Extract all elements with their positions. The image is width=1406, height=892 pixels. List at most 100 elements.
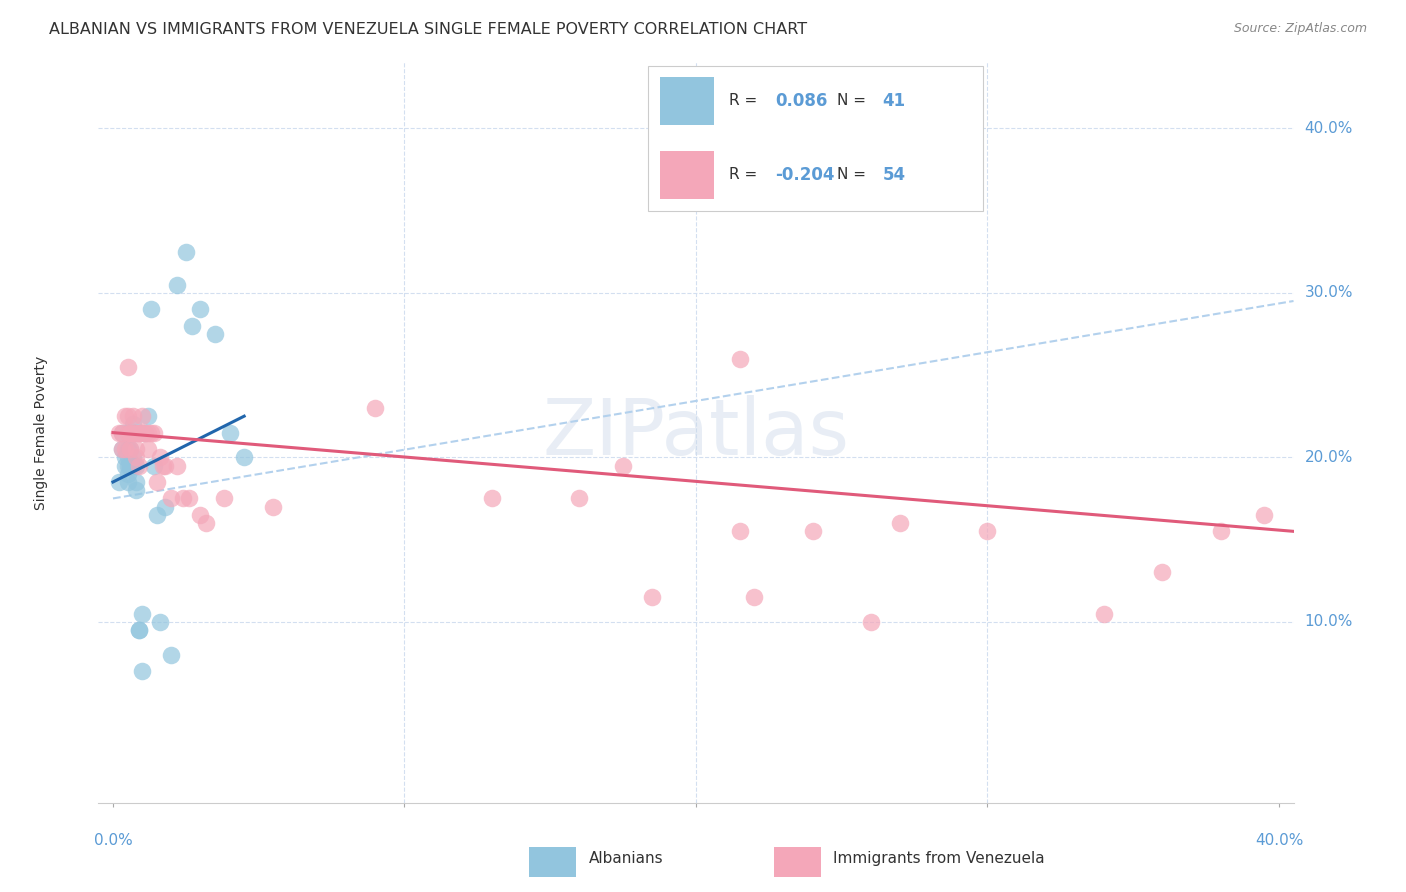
Point bbox=[139, 425, 162, 440]
Point bbox=[125, 458, 148, 473]
Text: ZIPatlas: ZIPatlas bbox=[543, 394, 849, 471]
Point bbox=[142, 458, 165, 473]
FancyBboxPatch shape bbox=[648, 66, 983, 211]
Point bbox=[125, 425, 148, 440]
Text: Albanians: Albanians bbox=[589, 851, 664, 866]
Point bbox=[568, 491, 591, 506]
FancyBboxPatch shape bbox=[661, 78, 714, 126]
Point bbox=[122, 450, 145, 465]
Point bbox=[1253, 508, 1275, 522]
Point bbox=[111, 442, 134, 456]
Point bbox=[212, 491, 235, 506]
Point bbox=[120, 442, 142, 456]
Point bbox=[117, 450, 139, 465]
Point bbox=[160, 491, 183, 506]
FancyBboxPatch shape bbox=[661, 152, 714, 200]
Point bbox=[728, 524, 751, 539]
Point bbox=[114, 409, 136, 424]
Point bbox=[122, 409, 145, 424]
Point bbox=[125, 483, 148, 498]
Text: R =: R = bbox=[730, 94, 762, 109]
Point bbox=[481, 491, 503, 506]
Text: -0.204: -0.204 bbox=[775, 166, 834, 184]
Point bbox=[139, 302, 162, 317]
Point bbox=[976, 524, 998, 539]
Point bbox=[1152, 566, 1174, 580]
Point bbox=[160, 648, 183, 662]
Text: 20.0%: 20.0% bbox=[1305, 450, 1353, 465]
Text: 40.0%: 40.0% bbox=[1254, 833, 1303, 848]
Point bbox=[166, 458, 188, 473]
FancyBboxPatch shape bbox=[529, 847, 576, 877]
Point bbox=[233, 450, 256, 465]
Point bbox=[131, 607, 153, 621]
Point bbox=[128, 425, 150, 440]
Point bbox=[136, 409, 159, 424]
Point bbox=[145, 475, 167, 489]
Point bbox=[128, 623, 150, 637]
Point bbox=[801, 524, 824, 539]
Text: N =: N = bbox=[837, 168, 870, 183]
Text: 0.0%: 0.0% bbox=[94, 833, 132, 848]
Point bbox=[177, 491, 200, 506]
Point bbox=[125, 450, 148, 465]
Point bbox=[117, 467, 139, 481]
Point bbox=[155, 500, 177, 514]
Point bbox=[122, 417, 145, 432]
Point bbox=[111, 425, 134, 440]
Point bbox=[612, 458, 634, 473]
Point bbox=[1209, 524, 1232, 539]
Point bbox=[125, 442, 148, 456]
Point bbox=[136, 442, 159, 456]
Point bbox=[204, 326, 226, 341]
Point bbox=[190, 508, 212, 522]
Point bbox=[149, 450, 172, 465]
FancyBboxPatch shape bbox=[773, 847, 821, 877]
Point bbox=[152, 458, 174, 473]
Text: N =: N = bbox=[837, 94, 870, 109]
Point bbox=[117, 458, 139, 473]
Text: R =: R = bbox=[730, 168, 762, 183]
Point bbox=[120, 458, 142, 473]
Point bbox=[114, 450, 136, 465]
Point bbox=[889, 516, 911, 530]
Point bbox=[117, 359, 139, 374]
Point bbox=[218, 425, 240, 440]
Point bbox=[114, 458, 136, 473]
Text: 0.086: 0.086 bbox=[775, 92, 827, 110]
Point bbox=[155, 458, 177, 473]
Point bbox=[125, 475, 148, 489]
Text: 30.0%: 30.0% bbox=[1305, 285, 1353, 301]
Point bbox=[136, 425, 159, 440]
Point bbox=[117, 442, 139, 456]
Text: Single Female Poverty: Single Female Poverty bbox=[34, 356, 48, 509]
Point bbox=[128, 458, 150, 473]
Point bbox=[1092, 607, 1115, 621]
Point bbox=[641, 590, 664, 604]
Point bbox=[134, 425, 156, 440]
Point bbox=[364, 401, 387, 415]
Text: Source: ZipAtlas.com: Source: ZipAtlas.com bbox=[1233, 22, 1367, 36]
Point bbox=[122, 458, 145, 473]
Point bbox=[128, 425, 150, 440]
Point bbox=[120, 425, 142, 440]
Text: 10.0%: 10.0% bbox=[1305, 615, 1353, 630]
Text: 54: 54 bbox=[883, 166, 905, 184]
Point bbox=[117, 475, 139, 489]
Point bbox=[145, 508, 167, 522]
Point bbox=[117, 425, 139, 440]
Point bbox=[131, 425, 153, 440]
Point bbox=[195, 516, 218, 530]
Point bbox=[114, 442, 136, 456]
Point bbox=[111, 442, 134, 456]
Point bbox=[111, 425, 134, 440]
Point bbox=[859, 615, 882, 629]
Point bbox=[166, 277, 188, 292]
Point bbox=[149, 615, 172, 629]
Text: Immigrants from Venezuela: Immigrants from Venezuela bbox=[834, 851, 1045, 866]
Text: ALBANIAN VS IMMIGRANTS FROM VENEZUELA SINGLE FEMALE POVERTY CORRELATION CHART: ALBANIAN VS IMMIGRANTS FROM VENEZUELA SI… bbox=[49, 22, 807, 37]
Point bbox=[120, 425, 142, 440]
Point bbox=[174, 244, 197, 259]
Point bbox=[180, 318, 202, 333]
Point bbox=[120, 425, 142, 440]
